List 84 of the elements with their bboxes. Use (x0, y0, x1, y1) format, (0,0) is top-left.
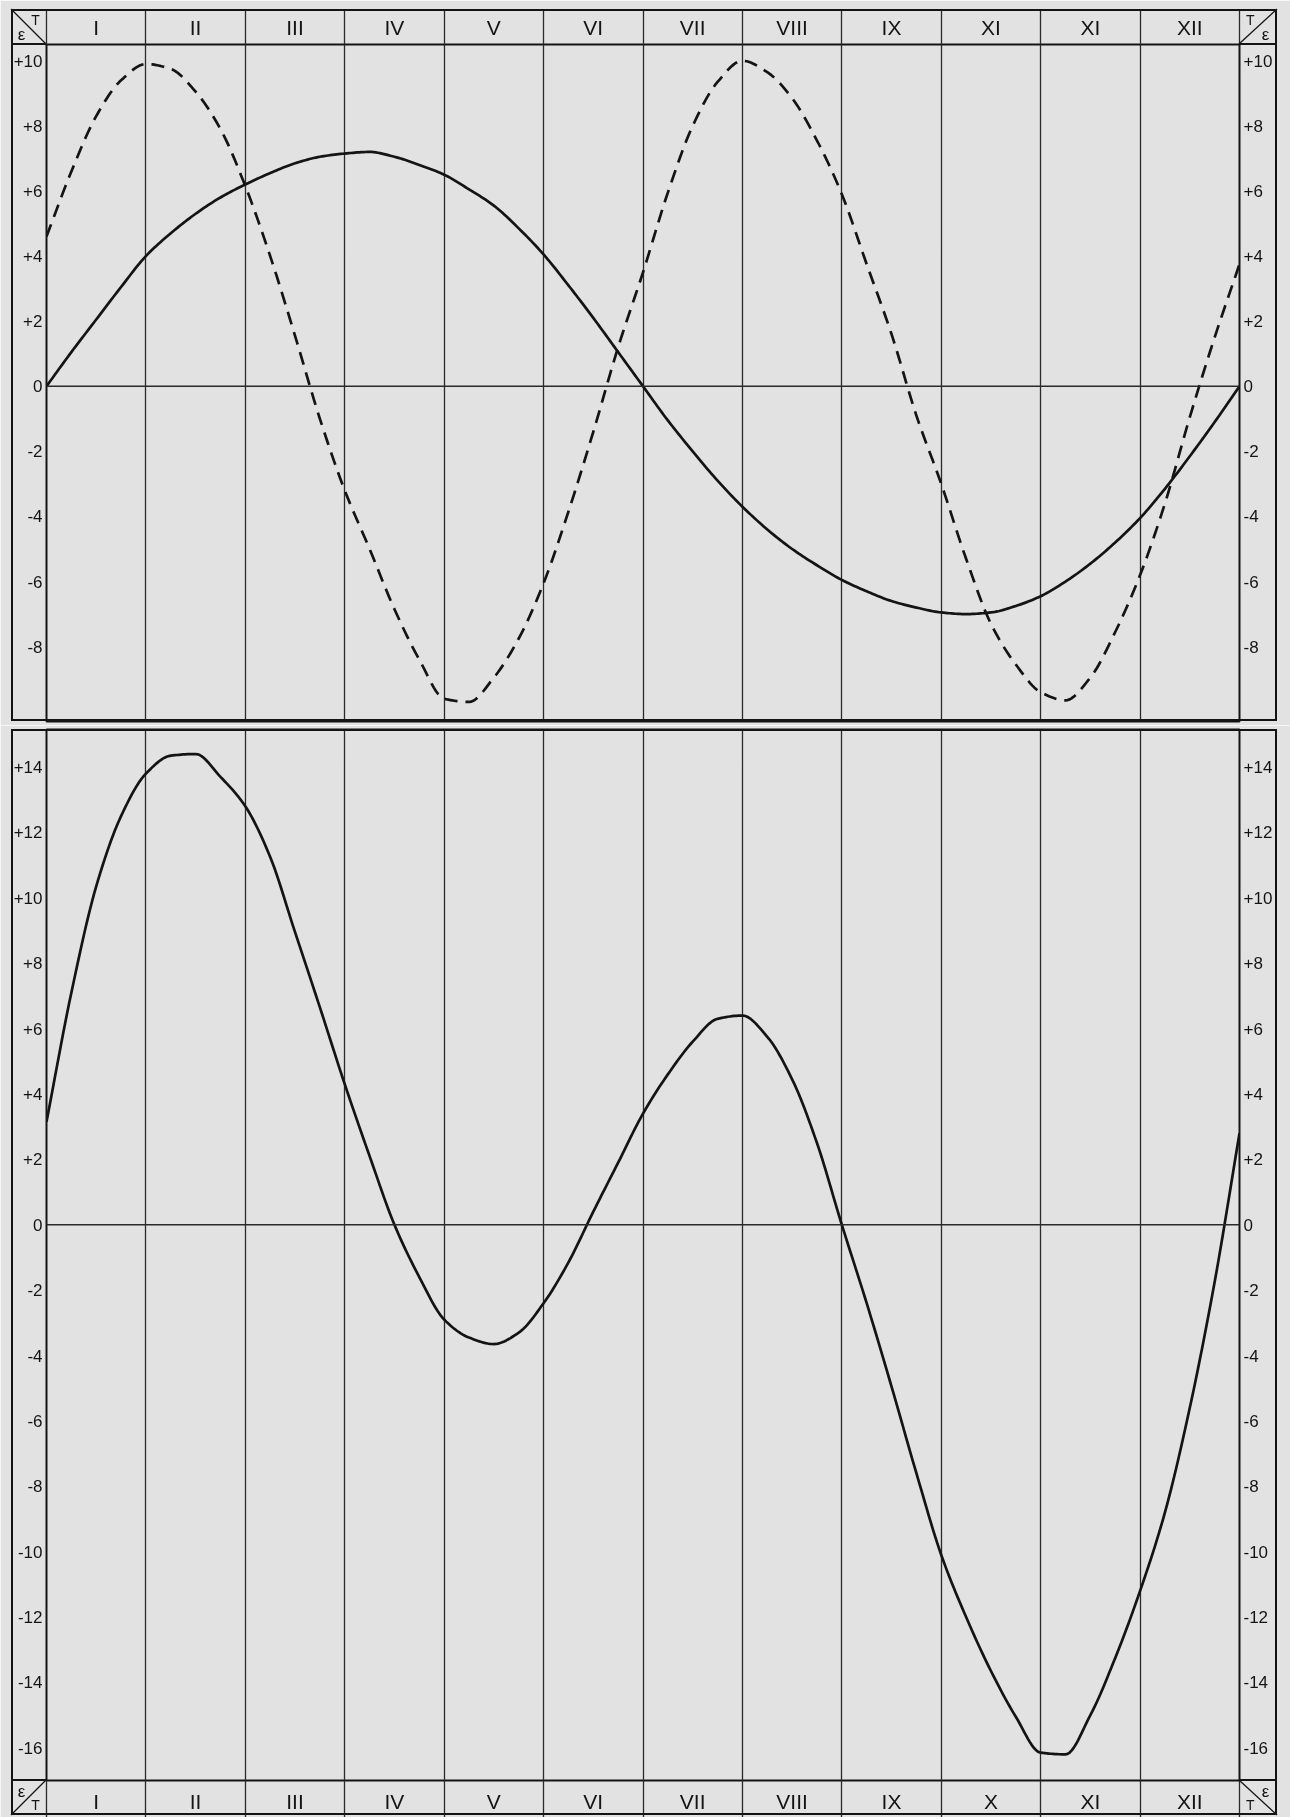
y-tick-label: -16 (17, 1738, 43, 1758)
y-tick-label: -8 (27, 637, 43, 657)
y-tick-label: -4 (27, 1346, 43, 1366)
x-tick-label: XI (981, 15, 1001, 39)
x-tick-label: IX (881, 15, 902, 39)
y-tick-label: +10 (13, 888, 43, 908)
x-tick-label: II (189, 15, 202, 39)
x-tick-label: V (486, 1789, 501, 1813)
y2-tick-label: +8 (1243, 116, 1263, 136)
y-tick-label: -4 (27, 507, 43, 527)
y2-tick-label: +8 (1243, 954, 1263, 974)
y2-axis-title: ε (1261, 1781, 1270, 1800)
x-axis-title: T (1246, 1796, 1255, 1813)
y2-tick-label: -12 (1243, 1608, 1269, 1628)
y2-tick-label: +14 (1243, 758, 1273, 778)
x-tick-label: VII (679, 15, 706, 39)
x-tick-label: X (983, 1789, 998, 1813)
y-tick-label: +4 (23, 1085, 43, 1104)
y-tick-label: +12 (13, 823, 43, 843)
y-tick-label: +8 (23, 116, 43, 136)
y2-tick-label: +6 (1243, 1019, 1263, 1039)
y2-tick-label: +2 (1243, 1150, 1263, 1170)
y-tick-label: +14 (13, 758, 43, 778)
y-tick-label: +2 (23, 312, 43, 332)
y-tick-label: -12 (17, 1608, 43, 1628)
x-tick-label: III (286, 15, 304, 39)
y-tick-label: +2 (23, 1150, 43, 1170)
y2-tick-label: 0 (1243, 1215, 1253, 1235)
x-tick-label: VI (583, 15, 604, 39)
y-tick-label: +6 (23, 181, 43, 201)
x-tick-label: XI (1080, 1789, 1101, 1813)
x-tick-label: IV (384, 1789, 405, 1813)
y-tick-label: -2 (27, 1281, 43, 1301)
x-tick-label: III (286, 1789, 304, 1813)
y-tick-label: -10 (17, 1542, 43, 1562)
x-tick-label: IX (881, 1789, 902, 1813)
y2-tick-label: -16 (1243, 1738, 1269, 1758)
y-tick-label: -6 (27, 1411, 43, 1431)
y2-tick-label: -2 (1243, 442, 1259, 462)
y2-tick-label: -4 (1243, 507, 1259, 527)
y-tick-label: -14 (17, 1673, 43, 1693)
x-tick-label: XI (1080, 15, 1101, 39)
y2-tick-label: -2 (1243, 1281, 1259, 1301)
y2-tick-label: 0 (1243, 377, 1253, 397)
y2-tick-label: +12 (1243, 823, 1273, 843)
y-tick-label: +10 (13, 51, 43, 71)
y2-tick-label: +10 (1243, 888, 1273, 908)
y-tick-label: 0 (33, 1215, 43, 1235)
text: T (31, 1796, 40, 1813)
x-tick-label: II (189, 1789, 202, 1813)
y-tick-label: -8 (27, 1477, 43, 1497)
y-tick-label: +8 (23, 954, 43, 974)
x-tick-label: IV (384, 15, 405, 39)
y2-tick-label: +4 (1243, 247, 1263, 267)
y-axis-title: ε (17, 1781, 26, 1800)
x-tick-label: VIII (776, 1789, 808, 1813)
x-tick-label: VI (583, 1789, 604, 1813)
y-tick-label: 0 (33, 377, 43, 397)
y2-tick-label: +4 (1243, 1085, 1263, 1104)
y2-tick-label: +10 (1243, 51, 1273, 71)
y2-tick-label: -8 (1243, 637, 1259, 657)
y-tick-label: -6 (27, 572, 43, 592)
y-axis-title: ε (17, 24, 26, 43)
y2-axis-title: ε (1261, 24, 1270, 43)
y2-tick-label: -10 (1243, 1542, 1269, 1562)
x-axis-title: T (1246, 11, 1255, 28)
y2-tick-label: -8 (1243, 1477, 1259, 1497)
x-tick-label: I (93, 15, 100, 39)
y2-tick-label: -14 (1243, 1673, 1269, 1693)
x-tick-label: I (93, 1789, 100, 1813)
x-tick-label: XII (1176, 15, 1203, 39)
text: T (31, 11, 40, 28)
y-tick-label: -2 (27, 442, 43, 462)
y2-tick-label: +6 (1243, 181, 1263, 201)
y-tick-label: +4 (23, 247, 43, 267)
y-tick-label: +6 (23, 1019, 43, 1039)
y2-tick-label: +2 (1243, 312, 1263, 332)
x-tick-label: XII (1176, 1789, 1203, 1813)
x-tick-label: VIII (776, 15, 808, 39)
x-tick-label: VII (679, 1789, 706, 1813)
y2-tick-label: -4 (1243, 1346, 1259, 1366)
y2-tick-label: -6 (1243, 1411, 1259, 1431)
x-tick-label: V (486, 15, 501, 39)
y2-tick-label: -6 (1243, 572, 1259, 592)
